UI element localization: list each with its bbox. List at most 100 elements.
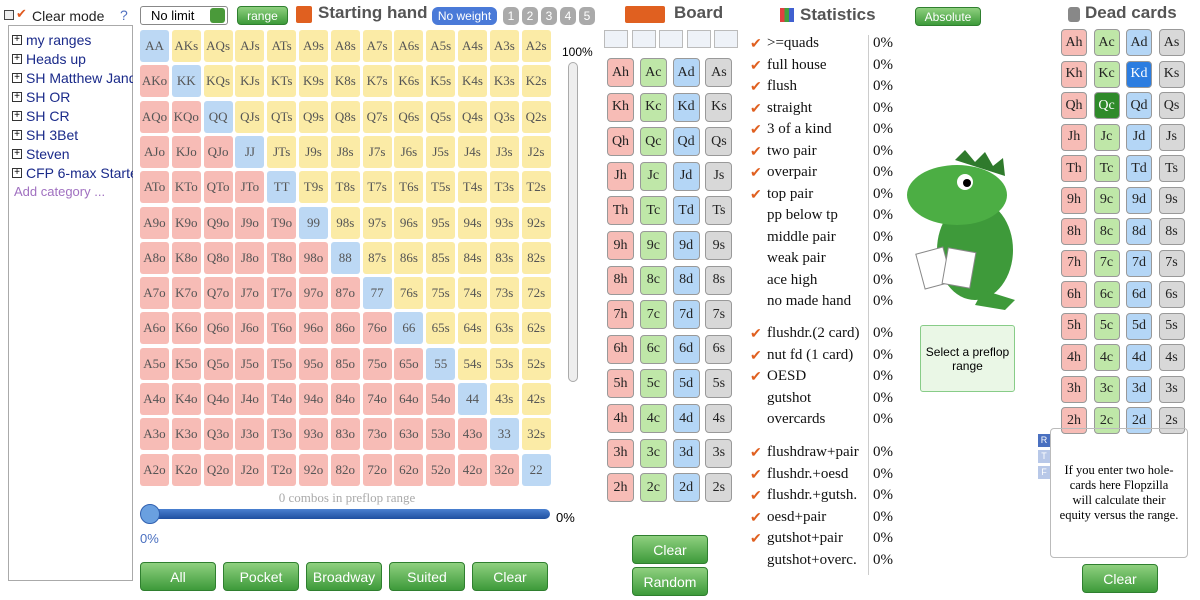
hand-cell[interactable]: 93s (489, 206, 519, 239)
dead-card[interactable]: 9h (1061, 186, 1087, 214)
hand-cell[interactable]: Q7o (203, 277, 233, 310)
hand-cell[interactable]: QTo (203, 171, 233, 204)
hand-cell[interactable]: QQ (203, 100, 233, 133)
vertical-slider[interactable] (568, 62, 578, 382)
stat-label[interactable]: no made hand (767, 293, 852, 309)
board-card[interactable]: 6c (639, 334, 667, 364)
hand-cell[interactable]: T4s (458, 171, 487, 204)
hand-cell[interactable]: K9o (171, 206, 201, 239)
board-card[interactable]: 6d (672, 334, 700, 364)
dead-card[interactable]: Jc (1093, 123, 1120, 151)
board-card[interactable]: 4h (607, 404, 634, 433)
hand-cell[interactable]: K5s (426, 65, 456, 98)
board-card[interactable]: 5d (672, 369, 700, 399)
dead-card[interactable]: 9s (1158, 186, 1185, 214)
hand-cell[interactable]: AKo (140, 65, 169, 98)
hand-cell[interactable]: Q9s (299, 100, 328, 133)
dead-card[interactable]: 6c (1093, 281, 1120, 308)
stat-label[interactable]: OESD (767, 368, 807, 384)
hand-cell[interactable]: A5s (426, 30, 456, 62)
slider-knob[interactable] (140, 504, 160, 524)
hand-cell[interactable]: Q8s (330, 100, 360, 133)
hand-cell[interactable]: 99 (299, 206, 328, 239)
hand-cell[interactable]: A3s (489, 30, 519, 62)
hand-cell[interactable]: Q8o (203, 241, 233, 274)
hand-cell[interactable]: AA (140, 30, 169, 62)
weight-option[interactable]: 5 (579, 7, 595, 25)
dead-card[interactable]: 9c (1093, 186, 1120, 214)
board-slot[interactable] (631, 30, 656, 48)
dead-card[interactable]: 7s (1158, 249, 1185, 277)
board-card[interactable]: 5s (705, 369, 733, 399)
dead-card[interactable]: 8h (1061, 218, 1087, 245)
hand-cell[interactable]: 44 (458, 383, 487, 415)
stat-label[interactable]: flushdr.(2 card) (767, 325, 860, 341)
stat-label[interactable]: flush (767, 78, 797, 94)
board-card[interactable]: 7d (672, 300, 700, 330)
dead-card[interactable]: Ad (1126, 29, 1152, 56)
board-card[interactable]: 4s (705, 404, 733, 433)
hand-cell[interactable]: 76s (394, 277, 424, 310)
hand-cell[interactable]: 64o (394, 383, 424, 415)
dead-card[interactable]: 5c (1093, 312, 1120, 340)
hand-cell[interactable]: 43o (458, 418, 487, 451)
hand-cell[interactable]: 83o (330, 418, 360, 451)
board-card[interactable]: 3s (705, 438, 733, 468)
hand-cell[interactable]: Q6s (394, 100, 424, 133)
dead-card[interactable]: 8d (1126, 218, 1152, 245)
hand-cell[interactable]: K3o (171, 418, 201, 451)
hand-cell[interactable]: 96s (394, 206, 424, 239)
hand-cell[interactable]: Q7s (362, 100, 392, 133)
hand-cell[interactable]: 97o (299, 277, 328, 310)
stat-label[interactable]: oesd+pair (767, 508, 827, 525)
dead-card[interactable]: Qc (1093, 92, 1120, 119)
hand-cell[interactable]: 95o (299, 347, 328, 380)
hand-cell[interactable]: 85s (426, 241, 456, 274)
hand-cell[interactable]: Q4s (458, 100, 487, 133)
board-card[interactable]: 3d (672, 438, 700, 468)
hand-cell[interactable]: T9s (299, 171, 328, 204)
hand-cell[interactable]: 84s (458, 241, 487, 274)
stat-label[interactable]: ace high (767, 271, 818, 288)
hand-cell[interactable]: 42o (458, 453, 487, 486)
hand-cell[interactable]: A9s (299, 30, 328, 62)
hand-cell[interactable]: Q2s (521, 100, 551, 133)
hand-cell[interactable]: 32o (489, 453, 519, 486)
hand-cell[interactable]: AQo (140, 100, 169, 133)
hand-cell[interactable]: 72o (362, 453, 392, 486)
board-card[interactable]: Qd (672, 127, 700, 157)
hand-cell[interactable]: 75s (426, 277, 456, 310)
hand-cell[interactable]: J3o (235, 418, 265, 451)
board-card[interactable]: Kd (672, 92, 700, 122)
dead-card[interactable]: 2d (1126, 407, 1152, 434)
dead-card[interactable]: 3d (1126, 375, 1152, 403)
hand-cell[interactable]: A8s (330, 30, 360, 62)
dead-clear-button[interactable]: Clear (1082, 564, 1158, 593)
board-slot[interactable] (604, 30, 628, 48)
board-card[interactable]: 4d (672, 404, 700, 433)
hand-cell[interactable]: T5o (267, 347, 297, 380)
hand-cell[interactable]: 63o (394, 418, 424, 451)
dead-card[interactable]: 4h (1061, 344, 1087, 371)
hand-cell[interactable]: 62o (394, 453, 424, 486)
hand-cell[interactable]: 54s (458, 347, 487, 380)
range-item[interactable]: SH CR (26, 108, 70, 124)
board-slot[interactable] (714, 30, 738, 48)
hand-cell[interactable]: 82o (330, 453, 360, 486)
stat-label[interactable]: gutshot+overc. (767, 551, 857, 568)
hand-cell[interactable]: ATs (267, 30, 297, 62)
dead-card[interactable]: 3s (1158, 375, 1185, 403)
dead-card[interactable]: 6d (1126, 281, 1152, 308)
hand-cell[interactable]: KTo (171, 171, 201, 204)
hand-cell[interactable]: 74o (362, 383, 392, 415)
hand-cell[interactable]: A9o (140, 206, 169, 239)
board-card[interactable]: 9h (607, 231, 634, 260)
dead-card[interactable]: 4d (1126, 344, 1152, 371)
hand-cell[interactable]: T3s (489, 171, 519, 204)
hand-cell[interactable]: KTs (267, 65, 297, 98)
clear-mode[interactable]: Clear mode (32, 8, 105, 24)
hand-cell[interactable]: JTs (267, 135, 297, 168)
board-card[interactable]: 5c (639, 369, 667, 399)
hand-cell[interactable]: 87o (330, 277, 360, 310)
dead-card[interactable]: Ks (1158, 60, 1185, 88)
